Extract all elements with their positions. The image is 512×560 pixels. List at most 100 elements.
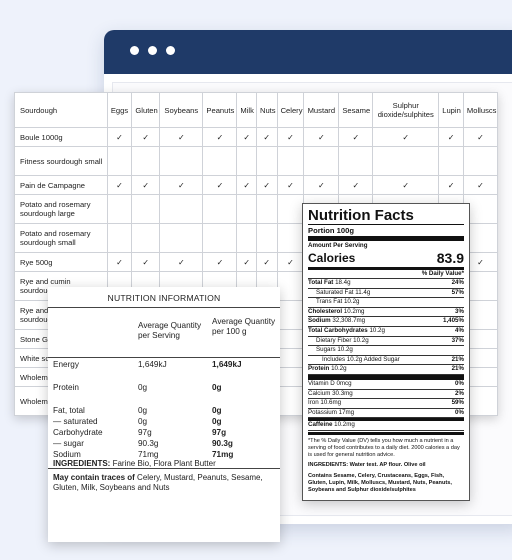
empty-cell (372, 146, 440, 176)
product-name: Pain de Campagne (14, 175, 108, 195)
empty-cell (131, 223, 161, 253)
nutrition-row: Carbohydrate 97g 97g (48, 427, 280, 438)
check-icon: ✓ (255, 175, 278, 195)
product-name: Fitness sourdough small (14, 146, 108, 176)
daily-value: 1,405% (443, 317, 464, 325)
nutrient-label: Sodium (308, 317, 331, 325)
serving-value: 97g (138, 428, 152, 437)
empty-cell (276, 367, 305, 387)
calories-row: Calories 83.9 (308, 250, 464, 267)
empty-cell (276, 386, 305, 416)
ingredients-label: INGREDIENTS: (53, 459, 111, 468)
empty-cell (106, 194, 133, 224)
vitamin-label: Vitamin D (308, 379, 335, 387)
allergen-column-header: Sulphur dioxide/sulphites (372, 92, 440, 128)
per100-value: 97g (212, 428, 227, 437)
empty-cell (202, 146, 238, 176)
empty-cell (255, 223, 278, 253)
check-icon: ✓ (106, 252, 133, 272)
traces-label: May contain traces of (53, 473, 135, 482)
nf-ingredients: INGREDIENTS: Water test. AP flour. Olive… (308, 462, 426, 469)
serving-value: 0g (138, 383, 148, 392)
nutrient-row: Includes 10.2g Added Sugar 21% (308, 356, 464, 366)
nutrient-label: Total Fat (308, 279, 334, 286)
serving-column-header: Average Quantity per Serving (138, 321, 202, 340)
window-dot-icon (166, 46, 175, 55)
vitamin-amount: 30.3mg (332, 389, 353, 397)
allergen-column-header: Nuts (255, 92, 278, 128)
nutrient-amount: 10.2g (369, 326, 385, 334)
vitamin-label: Calcium (308, 389, 331, 397)
nutrient-amount: 32,308.7mg (332, 317, 366, 325)
product-name: Potato and rosemary sourdough large (14, 194, 108, 224)
daily-value: 24% (451, 279, 464, 286)
product-name: Potato and rosemary sourdough small (14, 223, 108, 253)
nutrition-rows: Energy 1,649kJ 1,649kJ Protein 0g 0g Fat, tota… (48, 359, 280, 473)
empty-cell (438, 146, 464, 176)
allergen-column-header: Milk (236, 92, 257, 128)
daily-value: 0% (455, 379, 464, 387)
nutrient-label: Dietary Fiber (316, 336, 352, 344)
check-icon: ✓ (372, 127, 440, 147)
window-dot-icon (130, 46, 139, 55)
nutrition-row: Fat, total 0g 0g (48, 405, 280, 416)
table-row: Boule 1000g ✓ ✓ ✓ ✓ ✓ ✓ ✓ ✓ ✓ ✓ ✓ ✓ (14, 127, 499, 147)
nutrient-label: Includes 10.2g Added Sugar (322, 355, 400, 363)
nutrition-row: Energy 1,649kJ 1,649kJ (48, 359, 280, 370)
check-icon: ✓ (462, 127, 499, 147)
empty-cell (276, 146, 305, 176)
vitamin-amount: 17mg (338, 408, 355, 416)
check-icon: ✓ (202, 252, 238, 272)
check-icon: ✓ (276, 175, 305, 195)
daily-value-header: % Daily Value* (308, 270, 464, 279)
vitamin-row: Potassium 17mg 0% (308, 409, 464, 419)
empty-cell (276, 300, 305, 330)
check-icon: ✓ (236, 252, 257, 272)
empty-cell (276, 194, 305, 224)
nutrient-row: Cholesterol 10.2mg 3% (308, 308, 464, 318)
nutrient-row: Total Carbohydrates 10.2g 4% (308, 327, 464, 337)
nutrient-label: Saturated Fat (316, 288, 354, 296)
vitamin-amount: 10.6mg (320, 399, 342, 407)
table-row: Pain de Campagne ✓ ✓ ✓ ✓ ✓ ✓ ✓ ✓ ✓ ✓ ✓ ✓ (14, 175, 499, 195)
panel-title: NUTRITION INFORMATION (48, 287, 280, 308)
daily-value: 59% (451, 399, 464, 407)
nutrient-label: Protein (308, 365, 330, 373)
serving-value: 0g (138, 406, 148, 415)
empty-cell (276, 329, 305, 349)
nutrient-label: Protein (53, 383, 79, 392)
per100-column-header: Average Quantity per 100 g (212, 317, 276, 336)
nutrient-label: — saturated (53, 417, 98, 426)
nutrition-information-panel: NUTRITION INFORMATION Average Quantity p… (48, 287, 280, 542)
allergen-header-row: Sourdough Eggs Gluten Soybeans Peanuts Milk Nu… (14, 92, 499, 128)
product-name: Boule 1000g (14, 127, 108, 147)
daily-value: 21% (451, 365, 464, 373)
vitamin-label: Potassium (308, 408, 337, 416)
ingredients-text: Farine Bio, Flora Plant Butter (112, 459, 216, 468)
nutrition-facts-title: Nutrition Facts (308, 207, 414, 224)
check-icon: ✓ (236, 127, 257, 147)
nutrient-row: Total Fat 18.4g 24% (308, 279, 464, 289)
product-name: Rye 500g (14, 252, 108, 272)
serving-value: 90.3g (138, 439, 159, 448)
check-icon: ✓ (338, 175, 374, 195)
daily-value: 3% (455, 307, 464, 315)
check-icon: ✓ (131, 252, 161, 272)
panel-header: Average Quantity per Serving Average Qua… (48, 317, 280, 358)
nutrient-row: Trans Fat 10.2g (308, 298, 464, 308)
nutrition-row: — sugar 90.3g 90.3g (48, 438, 280, 449)
nutrient-amount: 10.2g (343, 298, 360, 306)
nutrient-row: Protein 10.2g 21% (308, 365, 464, 375)
empty-cell (303, 146, 340, 176)
empty-cell (202, 223, 238, 253)
empty-cell (236, 194, 257, 224)
check-icon: ✓ (276, 127, 305, 147)
serving-value: 71mg (138, 450, 159, 459)
per100-value: 0g (212, 417, 222, 426)
daily-value: 37% (451, 336, 464, 344)
caffeine-row: Caffeine 10.2mg (308, 421, 464, 431)
portion-size: Portion 100g (308, 226, 354, 235)
empty-cell (276, 271, 305, 301)
check-icon: ✓ (438, 175, 464, 195)
check-icon: ✓ (236, 175, 257, 195)
